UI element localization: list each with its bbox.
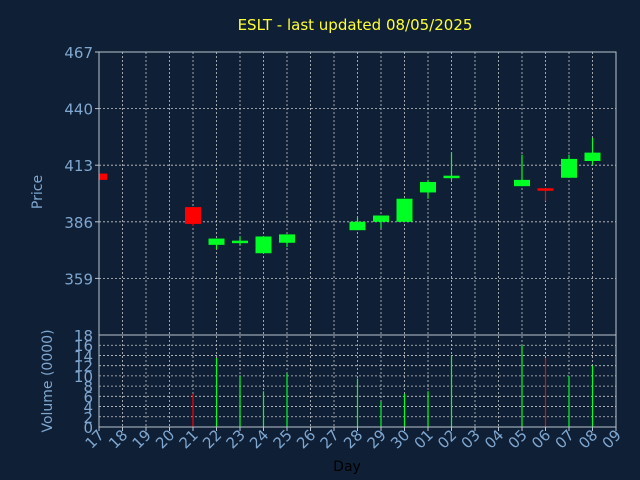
day-tick-label: 08	[575, 426, 601, 452]
volume-tick-label: 4	[83, 399, 93, 417]
price-axis: 467 440 413 386 359	[64, 44, 99, 288]
day-tick-label: 29	[364, 426, 390, 452]
day-tick-label: 07	[552, 426, 578, 452]
volume-bars	[192, 345, 594, 427]
chart-title: ESLT - last updated 08/05/2025	[238, 16, 473, 34]
price-tick-label: 467	[64, 44, 93, 62]
day-tick-label: 25	[270, 426, 296, 452]
volume-tick-label: 14	[74, 347, 93, 365]
candle-body	[584, 152, 601, 162]
day-tick-label: 20	[152, 426, 178, 452]
day-tick-label: 28	[340, 426, 366, 452]
volume-tick-label: 0	[83, 419, 93, 437]
day-tick-label: 04	[481, 426, 507, 452]
candle-body	[420, 181, 436, 193]
candle-body	[99, 173, 107, 180]
day-tick-label: 02	[434, 426, 460, 452]
day-tick-label: 26	[293, 426, 319, 452]
day-tick-label: 18	[105, 426, 131, 452]
volume-tick-label: 18	[74, 327, 93, 345]
volume-tick-label: 12	[74, 358, 93, 376]
candle-body	[185, 207, 201, 224]
price-tick-label: 386	[64, 214, 93, 232]
day-tick-label: 09	[599, 426, 625, 452]
volume-tick-label: 16	[74, 337, 93, 355]
day-tick-label: 06	[528, 426, 554, 452]
day-axis-title: Day	[333, 459, 361, 475]
day-tick-label: 01	[411, 426, 437, 452]
candle-body	[279, 234, 295, 243]
volume-tick-label: 10	[74, 368, 93, 386]
day-tick-label: 23	[223, 426, 249, 452]
day-tick-label: 30	[387, 426, 413, 452]
price-tick-label: 359	[64, 270, 93, 288]
day-tick-label: 21	[176, 426, 202, 452]
candle-body	[443, 175, 460, 179]
day-tick-label: 22	[199, 426, 225, 452]
day-tick-label: 27	[317, 426, 343, 452]
candle-body	[396, 198, 413, 222]
day-tick-label: 05	[505, 426, 531, 452]
candle-body	[514, 179, 530, 187]
volume-tick-label: 2	[83, 409, 93, 427]
volume-tick-label: 6	[83, 388, 93, 406]
candle-body	[537, 188, 554, 191]
volume-axis-title: Volume (0000)	[40, 329, 56, 432]
grid-layer	[99, 52, 616, 427]
day-tick-label: 24	[246, 426, 272, 452]
price-tick-label: 440	[64, 101, 93, 119]
candle-body	[255, 236, 272, 254]
day-tick-label: 03	[458, 426, 484, 452]
day-axis: 1718192021222324252627282930010203040506…	[82, 426, 625, 452]
candle-body	[232, 240, 248, 244]
price-axis-title: Price	[30, 175, 46, 209]
volume-tick-label: 8	[83, 378, 93, 396]
candles	[99, 137, 601, 254]
candle-body	[349, 221, 366, 231]
candle-body	[561, 158, 577, 178]
candle-body	[208, 238, 225, 245]
candle-body	[373, 215, 389, 222]
day-tick-label: 19	[129, 426, 155, 452]
price-tick-label: 413	[64, 157, 93, 175]
